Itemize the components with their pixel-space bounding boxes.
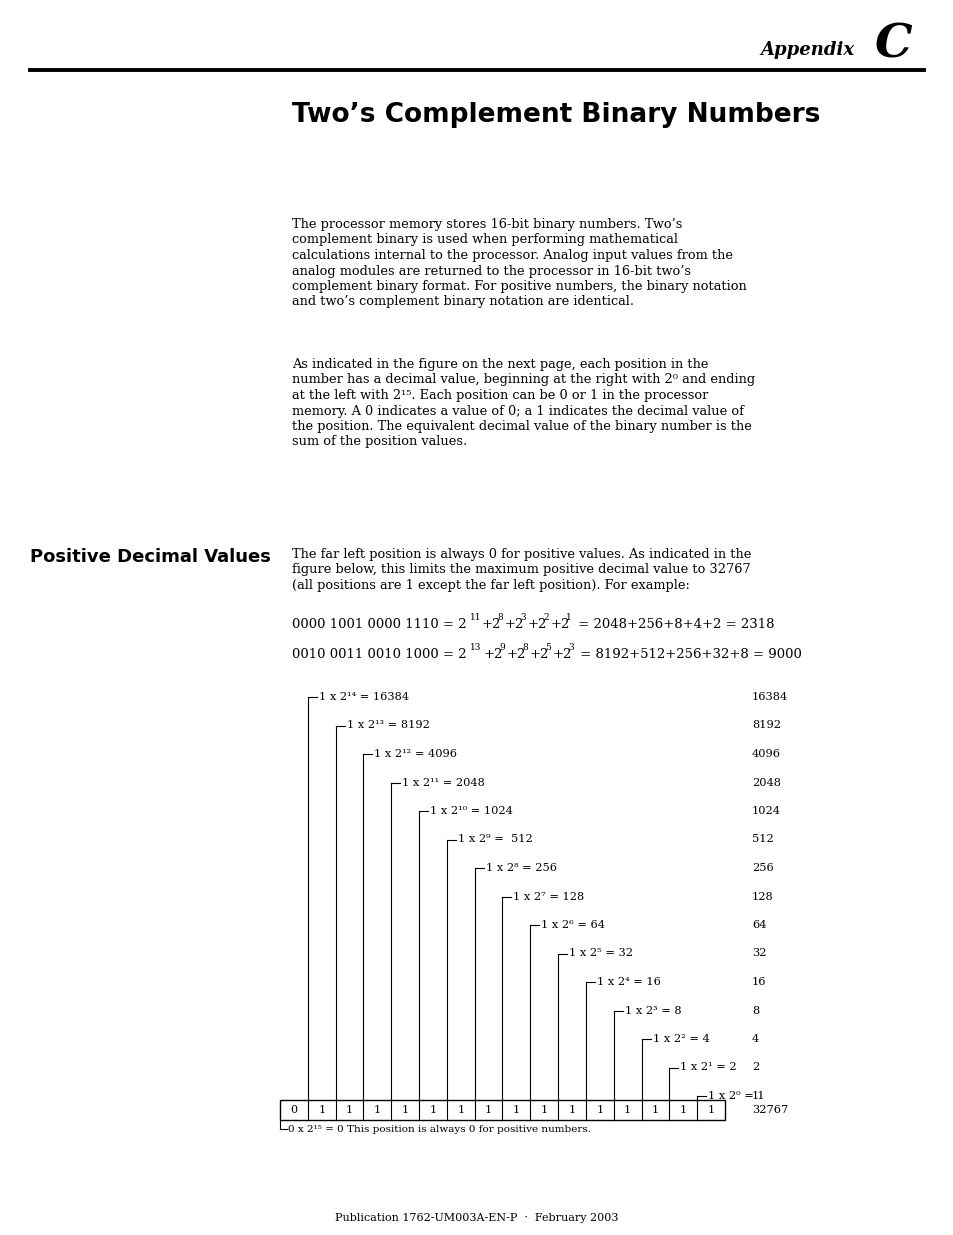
Text: 2048: 2048: [751, 778, 781, 788]
Text: 1: 1: [751, 1091, 759, 1100]
Text: calculations internal to the processor. Analog input values from the: calculations internal to the processor. …: [292, 249, 732, 262]
Text: 13: 13: [470, 643, 481, 652]
Text: sum of the position values.: sum of the position values.: [292, 436, 467, 448]
Text: +2: +2: [481, 618, 501, 631]
Text: The far left position is always 0 for positive values. As indicated in the: The far left position is always 0 for po…: [292, 548, 751, 561]
Text: 32: 32: [751, 948, 765, 958]
Text: C: C: [874, 21, 911, 67]
Text: 1 x 2³ = 8: 1 x 2³ = 8: [624, 1005, 680, 1015]
Text: 1 x 2⁰ = 1: 1 x 2⁰ = 1: [707, 1091, 764, 1100]
Text: 1 x 2⁴ = 16: 1 x 2⁴ = 16: [597, 977, 660, 987]
Text: +2: +2: [483, 648, 503, 661]
Text: 2: 2: [542, 613, 548, 622]
Text: and two’s complement binary notation are identical.: and two’s complement binary notation are…: [292, 295, 634, 309]
Text: number has a decimal value, beginning at the right with 2⁰ and ending: number has a decimal value, beginning at…: [292, 373, 755, 387]
Text: the position. The equivalent decimal value of the binary number is the: the position. The equivalent decimal val…: [292, 420, 751, 433]
Text: 1 x 2⁸ = 256: 1 x 2⁸ = 256: [485, 863, 557, 873]
Text: 1 x 2¹⁴ = 16384: 1 x 2¹⁴ = 16384: [318, 692, 409, 701]
Text: figure below, this limits the maximum positive decimal value to 32767: figure below, this limits the maximum po…: [292, 563, 750, 577]
Text: 1: 1: [540, 1105, 547, 1115]
Text: 9: 9: [498, 643, 504, 652]
Text: 0: 0: [290, 1105, 297, 1115]
Text: 1: 1: [346, 1105, 353, 1115]
Text: Publication 1762-UM003A-EN-P  ·  February 2003: Publication 1762-UM003A-EN-P · February …: [335, 1213, 618, 1223]
Text: 32767: 32767: [751, 1105, 787, 1115]
Text: 1: 1: [707, 1105, 714, 1115]
Text: 4: 4: [751, 1034, 759, 1044]
Text: 1: 1: [679, 1105, 686, 1115]
Text: Two’s Complement Binary Numbers: Two’s Complement Binary Numbers: [292, 103, 820, 128]
Text: memory. A 0 indicates a value of 0; a 1 indicates the decimal value of: memory. A 0 indicates a value of 0; a 1 …: [292, 405, 743, 417]
Text: 8: 8: [521, 643, 527, 652]
Text: complement binary format. For positive numbers, the binary notation: complement binary format. For positive n…: [292, 280, 746, 293]
Text: 1: 1: [651, 1105, 659, 1115]
Text: 16384: 16384: [751, 692, 787, 701]
Text: 1: 1: [456, 1105, 464, 1115]
Text: 8: 8: [751, 1005, 759, 1015]
Text: 1: 1: [565, 613, 571, 622]
Text: 1: 1: [374, 1105, 380, 1115]
Text: 1 x 2¹³ = 8192: 1 x 2¹³ = 8192: [346, 720, 429, 730]
Text: 1: 1: [596, 1105, 603, 1115]
Text: = 8192+512+256+32+8 = 9000: = 8192+512+256+32+8 = 9000: [576, 648, 801, 661]
Text: +2: +2: [553, 648, 572, 661]
Text: 1: 1: [568, 1105, 575, 1115]
Text: analog modules are returned to the processor in 16-bit two’s: analog modules are returned to the proce…: [292, 264, 690, 278]
Text: 0 x 2¹⁵ = 0 This position is always 0 for positive numbers.: 0 x 2¹⁵ = 0 This position is always 0 fo…: [288, 1125, 590, 1134]
Text: +2: +2: [551, 618, 570, 631]
Text: 1 x 2¹⁰ = 1024: 1 x 2¹⁰ = 1024: [430, 806, 513, 816]
Text: As indicated in the figure on the next page, each position in the: As indicated in the figure on the next p…: [292, 358, 708, 370]
Text: complement binary is used when performing mathematical: complement binary is used when performin…: [292, 233, 678, 247]
Text: 5: 5: [544, 643, 550, 652]
Text: 1024: 1024: [751, 806, 781, 816]
Text: 1 x 2⁹ =  512: 1 x 2⁹ = 512: [457, 835, 532, 845]
Text: The processor memory stores 16-bit binary numbers. Two’s: The processor memory stores 16-bit binar…: [292, 219, 681, 231]
Text: +2: +2: [504, 618, 524, 631]
Text: 512: 512: [751, 835, 773, 845]
Text: 1 x 2¹² = 4096: 1 x 2¹² = 4096: [374, 748, 456, 760]
Text: 256: 256: [751, 863, 773, 873]
Text: 1 x 2⁵ = 32: 1 x 2⁵ = 32: [569, 948, 633, 958]
Text: 1: 1: [401, 1105, 408, 1115]
Text: 16: 16: [751, 977, 765, 987]
Text: 4096: 4096: [751, 748, 781, 760]
Text: +2: +2: [530, 648, 549, 661]
Text: 1 x 2¹ = 2: 1 x 2¹ = 2: [679, 1062, 737, 1072]
Text: 1: 1: [484, 1105, 492, 1115]
Text: +2: +2: [527, 618, 547, 631]
Text: 1 x 2² = 4: 1 x 2² = 4: [652, 1034, 709, 1044]
Text: 0010 0011 0010 1000 = 2: 0010 0011 0010 1000 = 2: [292, 648, 466, 661]
Text: 1 x 2¹¹ = 2048: 1 x 2¹¹ = 2048: [402, 778, 485, 788]
Text: (all positions are 1 except the far left position). For example:: (all positions are 1 except the far left…: [292, 579, 689, 592]
Text: 64: 64: [751, 920, 765, 930]
Text: 3: 3: [567, 643, 573, 652]
Text: 1 x 2⁶ = 64: 1 x 2⁶ = 64: [540, 920, 604, 930]
Text: 8192: 8192: [751, 720, 781, 730]
Text: 1: 1: [623, 1105, 631, 1115]
Text: 1: 1: [429, 1105, 436, 1115]
Text: at the left with 2¹⁵. Each position can be 0 or 1 in the processor: at the left with 2¹⁵. Each position can …: [292, 389, 708, 403]
Text: 1: 1: [317, 1105, 325, 1115]
Text: = 2048+256+8+4+2 = 2318: = 2048+256+8+4+2 = 2318: [574, 618, 774, 631]
Text: 1: 1: [513, 1105, 519, 1115]
Text: 1 x 2⁷ = 128: 1 x 2⁷ = 128: [513, 892, 584, 902]
Text: 8: 8: [497, 613, 502, 622]
Text: 3: 3: [519, 613, 525, 622]
Bar: [280, 1100, 724, 1120]
Text: Positive Decimal Values: Positive Decimal Values: [30, 548, 271, 566]
Text: Appendix: Appendix: [760, 41, 854, 59]
Text: +2: +2: [506, 648, 526, 661]
Text: 2: 2: [751, 1062, 759, 1072]
Text: 11: 11: [470, 613, 481, 622]
Text: 0000 1001 0000 1110 = 2: 0000 1001 0000 1110 = 2: [292, 618, 466, 631]
Text: 128: 128: [751, 892, 773, 902]
